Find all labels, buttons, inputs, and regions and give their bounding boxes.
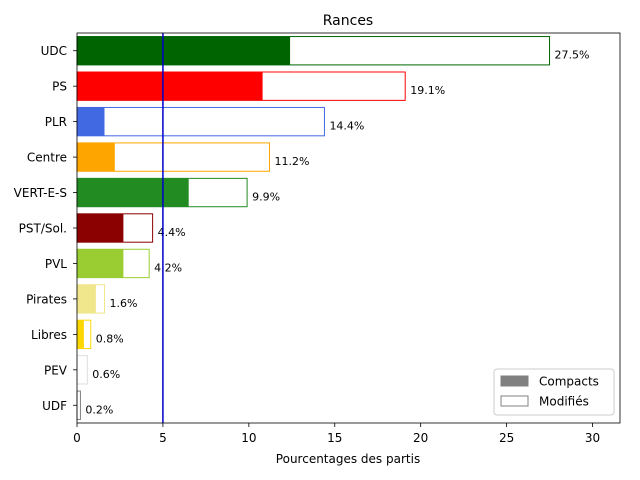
data-label: 4.4% [158,226,186,239]
bar-compacts-plr [77,107,105,136]
bar-modifies-udf [76,390,81,420]
bar-compacts-centre [77,142,115,172]
y-axis: UDC PS PLR Centre VERT-E-S PST/Sol. PVL Pirates… [14,44,77,413]
x-tick-label: 25 [499,431,514,445]
y-tick-label: PLR [45,115,67,129]
data-label: 19.1% [410,84,445,97]
x-tick-label: 20 [413,431,428,445]
y-tick-label: Centre [27,151,67,165]
y-tick-label: PS [52,80,67,94]
data-label: 27.5% [555,49,590,62]
y-tick-label: PEV [44,363,68,377]
data-label: 0.6% [92,368,120,381]
y-tick-label: Pirates [26,292,67,306]
y-tick-label: Libres [31,328,67,342]
x-tick-label: 5 [159,431,167,445]
bar-compacts-pst-sol- [77,213,124,243]
legend: Compacts Modifiés [493,368,615,416]
legend-swatch-outline [500,395,529,407]
y-tick-label: PST/Sol. [19,222,67,236]
bar-compacts-libres [77,320,84,349]
data-label: 0.8% [96,332,124,345]
bars-group [76,36,551,420]
bar-compacts-udc [77,36,291,65]
legend-label: Modifiés [539,395,589,409]
x-axis: 0 5 10 15 20 25 30 [73,423,600,445]
bar-compacts-ps [77,72,263,101]
y-tick-label: PVL [45,257,67,271]
data-label: 1.6% [109,297,137,310]
y-tick-label: UDF [42,399,67,413]
bar-compacts-pirates [77,284,96,314]
data-labels-group: 27.5% 19.1% 14.4% 11.2% 9.9% 4.4% 4.2% 1.6% 0.8%… [85,49,589,417]
y-tick-label: UDC [41,44,67,58]
x-tick-label: 15 [327,431,342,445]
x-axis-label: Pourcentages des partis [276,452,420,466]
bar-modifies-plr [76,106,325,137]
x-tick-label: 10 [241,431,256,445]
x-tick-label: 0 [73,431,81,445]
legend-swatch-filled [500,375,529,387]
chart-title: Rances [323,13,373,29]
bar-modifies-pev [76,355,88,385]
x-tick-label: 30 [585,431,600,445]
legend-label: Compacts [539,375,599,389]
data-label: 11.2% [274,155,309,168]
data-label: 0.2% [85,403,113,416]
data-label: 4.2% [154,261,182,274]
data-label: 14.4% [329,120,364,133]
y-tick-label: VERT-E-S [14,186,67,200]
data-label: 9.9% [252,191,280,204]
bar-compacts-pvl [77,249,124,278]
bar-compacts-vert-e-s [77,178,189,207]
